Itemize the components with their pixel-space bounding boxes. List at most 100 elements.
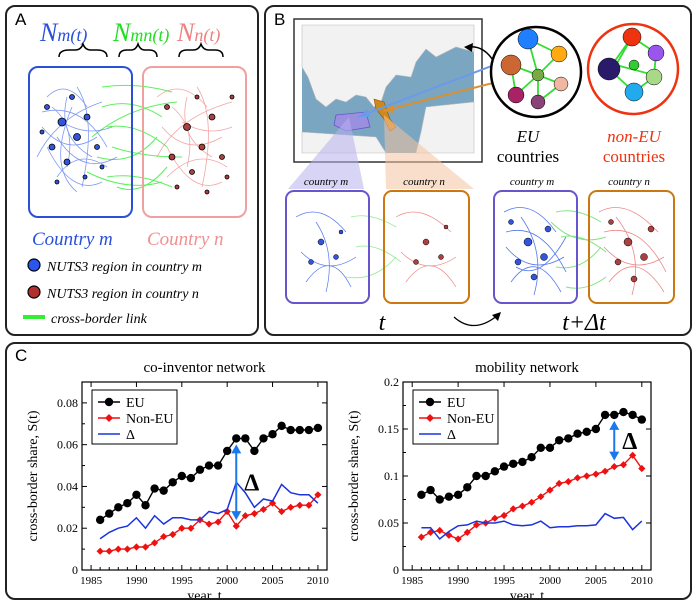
country-n-box (142, 66, 247, 218)
legend-entry: EU (447, 396, 466, 411)
box-t2-nodes-n (608, 219, 655, 283)
eu-point (186, 473, 196, 483)
chart-2: mobility network 0 0.05 0.1 0.15 0.2 1985 1990 1… (347, 360, 653, 598)
eu-point (168, 478, 177, 487)
y-tick-label: 0.2 (384, 375, 399, 389)
network-m-nodes (39, 94, 105, 185)
x-axis-label: year, t (510, 589, 545, 598)
box-t-cross-links (345, 215, 402, 279)
eu-point (105, 509, 114, 518)
x-tick-label: 2010 (307, 575, 330, 587)
panel-b-label: B (274, 10, 286, 29)
eu-point (582, 427, 591, 437)
eu-point (123, 498, 132, 508)
eu-point (481, 471, 490, 481)
box-t2-country-n-label: country n (608, 176, 650, 188)
noneu-point (314, 491, 322, 499)
legend-entry: Δ (447, 428, 456, 443)
box-t2-country-n (588, 190, 675, 304)
noneu-point (573, 474, 582, 482)
eu-point (545, 443, 555, 452)
noneu-network-nodes (597, 27, 665, 102)
noneu-point (629, 451, 637, 459)
eu-point (295, 425, 304, 435)
x-tick-label: 2000 (539, 575, 562, 587)
y-tick-label: 0.08 (57, 396, 78, 410)
y-axis-label: cross-border share, S(t) (347, 410, 362, 541)
delta-annotation: Δ (622, 429, 637, 455)
country-m-label: Country m (32, 229, 113, 250)
arrow-orange-head-icon (383, 105, 394, 113)
x-tick-label: 1990 (447, 575, 470, 587)
x-tick-label: 1985 (80, 575, 103, 587)
noneu-point (518, 502, 527, 510)
charts-container: co-inventor network 0 0.02 0.04 0.06 0.08 1985… (26, 360, 653, 598)
eu-point (619, 407, 628, 417)
eu-point (564, 434, 573, 443)
noneu-point (610, 463, 618, 471)
eu-point (600, 410, 610, 420)
nmn-label: Nmn(t) (112, 18, 169, 47)
network-n-edges (156, 86, 233, 188)
chart-title: co-inventor network (143, 360, 266, 376)
eu-point (527, 453, 536, 462)
eu-point (222, 446, 232, 456)
box-t2-country-m (493, 190, 578, 304)
y-tick-label: 0.06 (57, 438, 78, 452)
chart-title: mobility network (475, 360, 579, 376)
eu-caption-1: EU (516, 127, 541, 146)
noneu-point (417, 533, 425, 541)
x-tick-label: 2000 (216, 575, 239, 587)
legend-marker-diamond-icon (426, 414, 434, 422)
noneu-point (472, 521, 481, 529)
x-axis-label: year, t (187, 589, 222, 598)
eu-point (313, 423, 323, 433)
panel-c-label: C (15, 346, 28, 365)
delta-arrow-head-bottom-icon (231, 511, 242, 521)
noneu-point (537, 493, 545, 501)
delta-arrow-head-bottom-icon (609, 451, 620, 461)
legend-blue-node-icon (27, 258, 41, 272)
eu-point (509, 459, 518, 468)
eu-point (150, 484, 159, 493)
noneu-point (105, 547, 113, 555)
legend-region-m: NUTS3 region in country m (46, 260, 202, 275)
x-tick-label: 1985 (401, 575, 424, 587)
noneu-point (214, 518, 222, 526)
y-tick-label: 0.04 (57, 479, 78, 493)
noneu-point (169, 530, 177, 539)
y-axis-label: cross-border share, S(t) (26, 410, 41, 541)
eu-point (573, 429, 582, 438)
eu-point (195, 465, 205, 474)
y-tick-label: 0.15 (378, 422, 399, 436)
x-tick-label: 1990 (125, 575, 148, 587)
nn-label: Nn(t) (176, 18, 220, 47)
x-tick-label: 1995 (493, 575, 516, 587)
y-tick-label: 0 (72, 563, 78, 577)
noneu-point (123, 545, 131, 553)
box-t2-cross-links (550, 210, 607, 289)
legend-marker-circle-icon (425, 397, 435, 407)
panel-c: C co-inventor network 0 0.02 0.04 0.06 0.08 19… (5, 342, 692, 600)
eu-point (417, 490, 426, 499)
eu-point (204, 461, 214, 470)
box-t2-country-m-label: country m (510, 176, 554, 188)
noneu-point (463, 528, 471, 536)
box-t-country-m-label: country m (304, 176, 348, 188)
eu-point (591, 424, 601, 434)
arrow-blue-head-icon (358, 109, 370, 117)
eu-point (536, 443, 545, 452)
noneu-point (564, 478, 572, 486)
box-t-nodes-m (308, 229, 344, 265)
series-line-noneu (421, 454, 643, 540)
box-t-nodes-n (413, 224, 449, 265)
brace-nn (178, 41, 224, 58)
x-tick-label: 1995 (171, 575, 194, 587)
eu-point (472, 471, 481, 481)
legend-entry: Δ (126, 428, 135, 443)
eu-point (628, 410, 637, 420)
eu-point (499, 462, 509, 471)
legend-red-node-icon (27, 285, 41, 299)
y-tick-label: 0.05 (378, 516, 399, 530)
eu-point (463, 483, 472, 492)
